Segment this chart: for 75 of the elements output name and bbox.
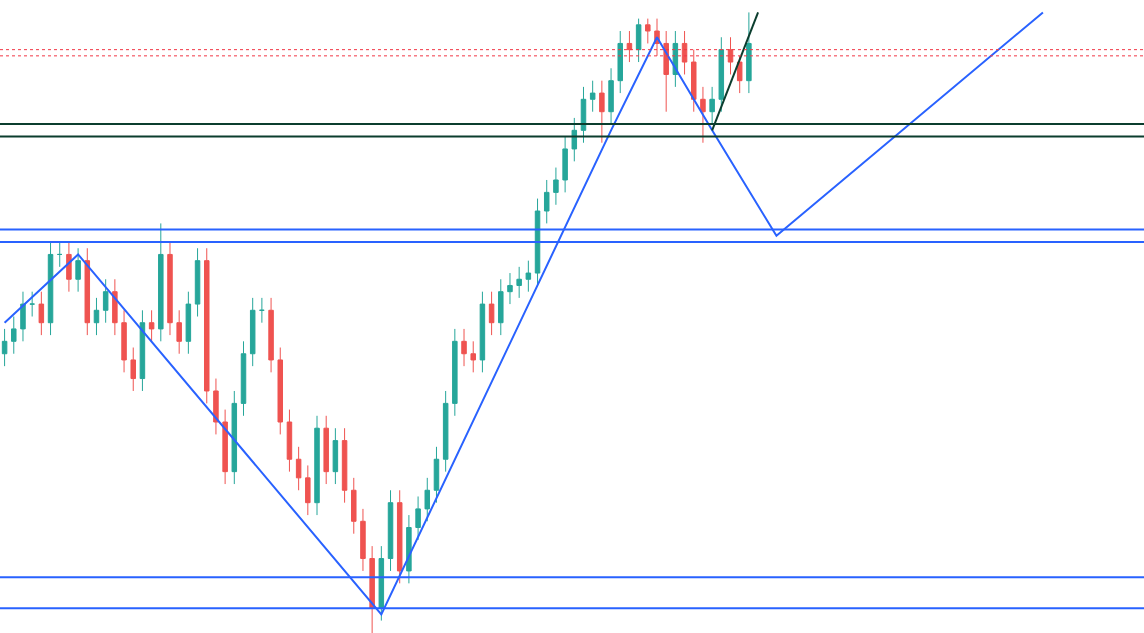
candlestick [332,427,339,485]
candlestick [240,340,247,417]
candlestick [1,328,8,367]
candlestick [406,514,412,584]
candlestick [249,297,256,367]
candlestick [415,495,421,541]
candlestick [571,117,578,162]
candlestick [479,291,486,373]
candlestick [718,36,725,113]
candlestick [378,545,385,622]
candlestick [543,179,550,224]
candlestick [29,291,35,317]
candlestick [461,328,467,367]
candlestick [167,241,173,336]
candlestick [20,291,26,342]
candlestick [130,347,136,392]
candlestick [148,309,155,342]
candlestick [158,222,164,342]
candlestick [56,241,63,268]
candlestick [635,18,642,63]
candlestick [259,297,265,324]
candlestick [681,30,688,75]
candlestick [580,86,587,144]
candlestick [185,291,192,355]
candlestick [176,309,182,355]
candlestick [442,390,449,473]
candlestick [507,272,513,305]
candlestick [452,328,458,417]
candlestick [396,489,403,584]
candlestick [38,291,45,336]
candlestick [360,508,366,572]
candlestick [268,297,274,373]
candlestick [139,309,146,392]
candlestick [231,390,238,485]
candlestick [746,11,752,94]
candlestick [277,347,284,435]
candlestick [295,446,302,491]
candlestick [84,247,91,336]
candlestick [727,36,734,75]
candlestick [599,80,605,144]
candlestick [286,409,293,473]
candlestick [66,241,72,293]
candlestick [709,86,715,125]
candlestick [608,67,614,125]
candlestick [75,247,81,293]
candlestick [553,167,559,206]
candlestick [314,415,320,516]
candlestick [47,241,54,336]
candlestick [498,278,504,336]
candlestick [626,30,633,63]
candlestick [562,136,568,193]
candlestick [617,30,623,94]
candlestick [11,316,17,355]
candlestick [194,247,201,317]
candlestick [222,409,228,485]
candlestick [424,477,431,522]
candlestick [433,446,440,504]
candlestick [204,247,210,404]
candlestick [470,340,476,373]
candlestick [305,464,311,516]
candlestick [341,427,348,504]
candlestick [213,378,219,435]
candlestick [516,266,522,299]
candlestick [387,489,394,572]
candlestick [323,415,329,485]
candlestick [121,309,127,373]
candlestick [93,297,100,336]
candlestick [102,278,109,324]
candlestick [488,291,495,336]
candlestick [589,80,596,113]
candlestick [525,260,532,293]
candlestick [691,49,697,113]
candlestick [351,477,357,535]
candlestick [645,18,651,44]
candlestick [700,86,706,144]
